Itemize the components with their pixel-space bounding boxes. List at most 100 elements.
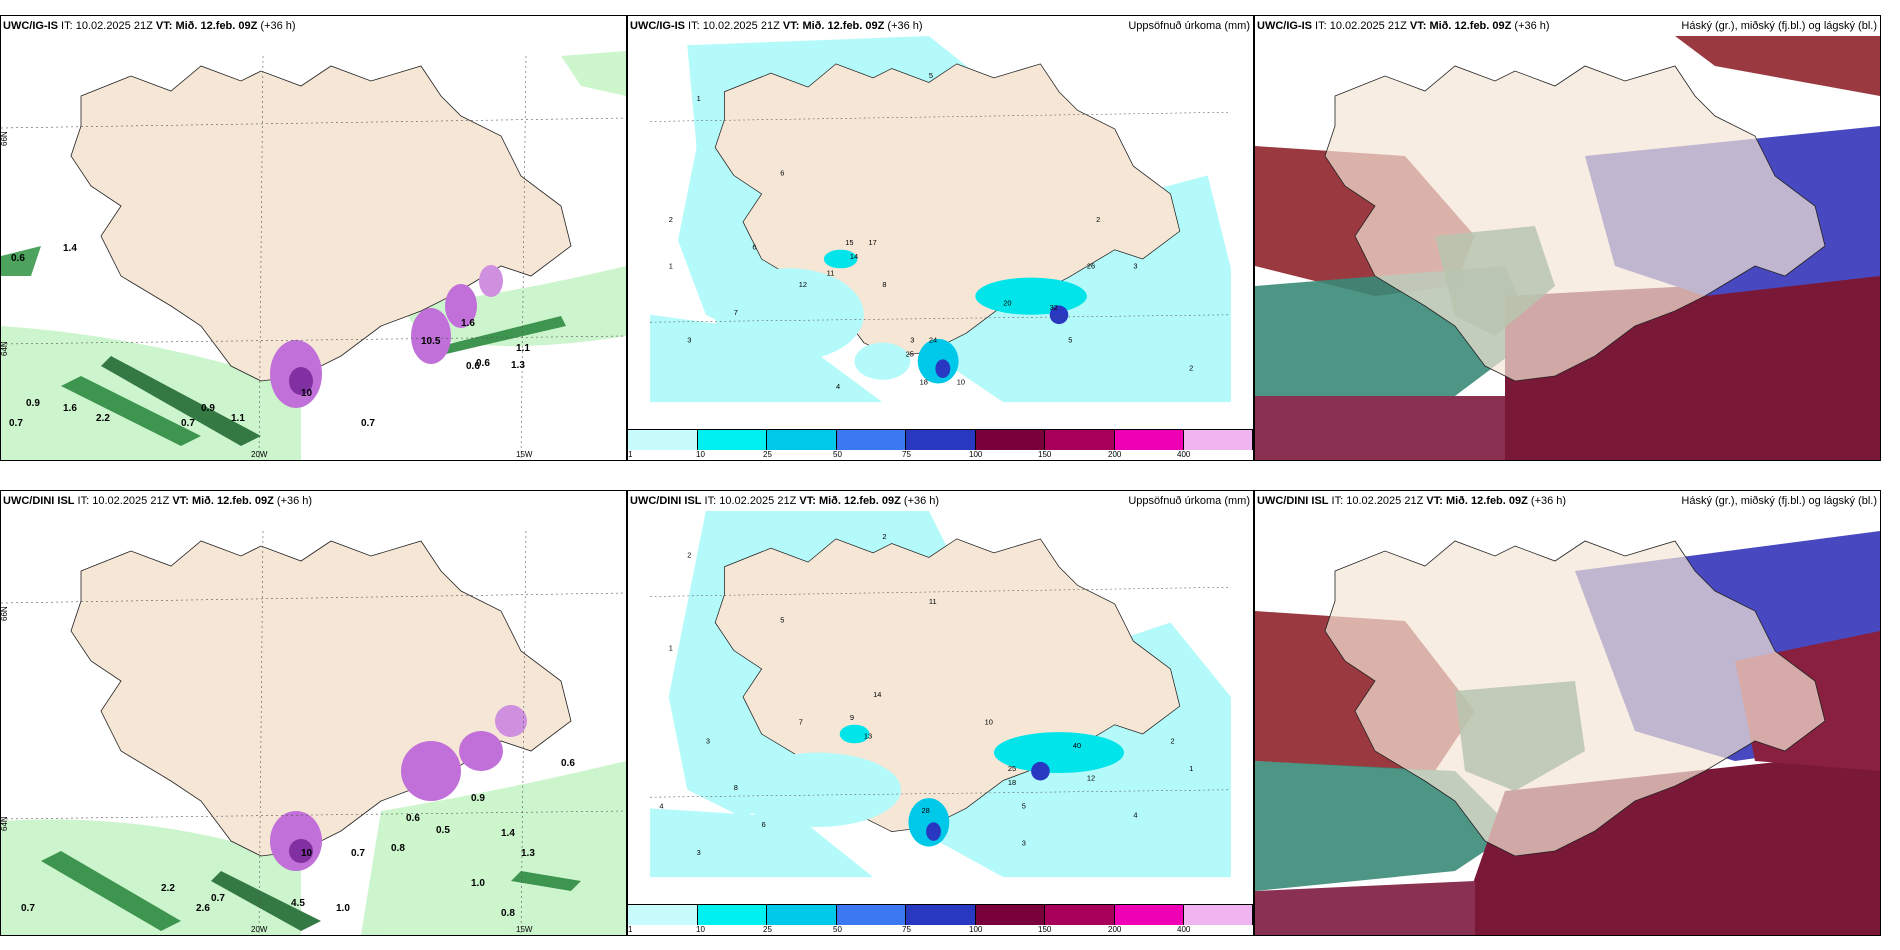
svg-text:0.7: 0.7 [21,903,35,914]
svg-text:18: 18 [1008,778,1016,787]
colorbar-swatch [906,430,976,450]
map-clouds-dini[interactable] [1255,511,1880,935]
colorbar-swatch [698,430,767,450]
svg-text:1: 1 [1189,764,1193,773]
chart-labels: 2 4 3 1 5 7 11 13 9 28 40 25 18 6 8 2 3 … [659,532,1193,857]
svg-text:11: 11 [929,597,937,606]
map-precip-igis[interactable]: 1 3 5 2 4 6 2 3 1 7 5 11 12 15 17 14 24 … [628,36,1253,430]
colorbar-swatch [976,430,1045,450]
colorbar-swatch [837,905,906,925]
svg-text:10: 10 [985,718,993,727]
svg-text:4: 4 [659,801,663,810]
svg-text:66N: 66N [1,606,9,621]
iceland-landmass [70,540,572,857]
svg-text:25: 25 [1008,764,1016,773]
svg-text:0.9: 0.9 [201,403,215,414]
colorbar-tick: 75 [902,450,911,459]
svg-text:6: 6 [752,243,756,252]
svg-text:1.6: 1.6 [461,318,475,329]
svg-text:0.6: 0.6 [561,758,575,769]
panel-clouds-dini: UWC/DINI ISL IT: 10.02.2025 21Z VT: Mið.… [1254,490,1881,936]
svg-text:12: 12 [1087,773,1095,782]
svg-text:2.6: 2.6 [196,903,210,914]
chart-labels: 1 3 5 2 4 6 2 3 1 7 5 11 12 15 17 14 24 … [669,71,1194,391]
iceland-landmass [1324,65,1826,382]
svg-text:10.5: 10.5 [421,336,441,347]
gridlines [650,111,1231,323]
colorbar-tick: 25 [763,925,772,934]
chart-labels: 0.7 1.4 0.6 0.5 1.0 0.7 0.9 1.3 0.8 1.0 … [21,758,575,919]
svg-text:0.6: 0.6 [466,361,480,372]
svg-text:6: 6 [762,820,766,829]
colorbar-swatch [1184,430,1253,450]
panel-clouds-igis: UWC/IG-IS IT: 10.02.2025 21Z VT: Mið. 12… [1254,15,1881,461]
gridlines [1,55,626,460]
svg-text:1.4: 1.4 [501,828,515,839]
svg-text:14: 14 [850,252,858,261]
svg-text:18: 18 [920,377,928,386]
svg-text:3: 3 [1133,261,1137,270]
svg-text:2: 2 [1189,364,1193,373]
svg-text:0.7: 0.7 [9,418,23,429]
colorbar-tick: 10 [696,925,705,934]
svg-text:0.7: 0.7 [361,418,375,429]
map-clouds-igis[interactable] [1255,36,1880,460]
svg-text:1.0: 1.0 [471,878,485,889]
svg-text:0.7: 0.7 [351,848,365,859]
svg-text:26: 26 [1087,261,1095,270]
iceland-landmass [70,65,572,382]
panel-header: UWC/IG-IS IT: 10.02.2025 21Z VT: Mið. 12… [1255,16,1880,36]
map-precip-dini[interactable]: 2 4 3 1 5 7 11 13 9 28 40 25 18 6 8 2 3 … [628,511,1253,905]
colorbar-tick: 400 [1177,925,1191,934]
panel-header: UWC/IG-IS IT: 10.02.2025 21Z VT: Mið. 12… [628,16,1253,36]
svg-text:0.6: 0.6 [476,358,490,369]
chart-labels: 0.6 1.4 0.9 0.7 0.6 0.7 1.6 2.2 1.1 1.3 … [9,243,530,429]
colorbar-swatch [767,430,837,450]
colorbar-swatch [698,905,767,925]
svg-text:9: 9 [850,713,854,722]
gridlines [650,586,1231,798]
svg-text:40: 40 [1073,741,1081,750]
svg-text:66N: 66N [1,131,9,146]
svg-text:1.6: 1.6 [63,403,77,414]
panel-precip-igis: UWC/IG-IS IT: 10.02.2025 21Z VT: Mið. 12… [627,15,1254,461]
svg-text:64N: 64N [1,341,9,356]
panel-header: UWC/DINI ISL IT: 10.02.2025 21Z VT: Mið.… [1,491,626,511]
svg-text:17: 17 [868,238,876,247]
panel-wind-igis: UWC/IG-IS IT: 10.02.2025 21Z VT: Mið. 12… [0,15,627,461]
svg-text:1.3: 1.3 [521,848,535,859]
map-wind-igis[interactable]: 0.6 1.4 0.9 0.7 0.6 0.7 1.6 2.2 1.1 1.3 … [1,36,626,460]
precip-blobs [270,265,503,408]
svg-text:1.0: 1.0 [336,903,350,914]
svg-text:10: 10 [957,377,965,386]
svg-text:1: 1 [669,643,673,652]
svg-text:3: 3 [910,336,914,345]
svg-text:0.9: 0.9 [471,793,485,804]
svg-text:10: 10 [301,388,313,399]
svg-text:11: 11 [827,269,835,278]
wind-bands [1,761,626,935]
svg-text:12: 12 [799,280,807,289]
map-wind-dini[interactable]: 0.7 1.4 0.6 0.5 1.0 0.7 0.9 1.3 0.8 1.0 … [1,511,626,935]
svg-text:25: 25 [906,350,914,359]
svg-text:15W: 15W [516,450,533,459]
axis-labels: 66N 64N 20W 15W [1,131,533,459]
colorbar-tick: 200 [1108,925,1122,934]
svg-text:2: 2 [1096,215,1100,224]
colorbar-tick: 150 [1038,450,1052,459]
svg-text:20: 20 [1003,298,1011,307]
colorbar-tick: 200 [1108,450,1122,459]
colorbar-swatch [767,905,837,925]
svg-text:1.1: 1.1 [231,413,245,424]
colorbar-tick: 150 [1038,925,1052,934]
svg-text:2.2: 2.2 [161,883,175,894]
svg-text:1: 1 [697,94,701,103]
svg-text:0.6: 0.6 [406,813,420,824]
svg-text:2: 2 [687,550,691,559]
svg-text:0.8: 0.8 [391,843,405,854]
svg-text:5: 5 [1068,336,1072,345]
svg-text:8: 8 [882,280,886,289]
panel-header: UWC/IG-IS IT: 10.02.2025 21Z VT: Mið. 12… [1,16,626,36]
panel-precip-dini: UWC/DINI ISL IT: 10.02.2025 21Z VT: Mið.… [627,490,1254,936]
colorbar-tick: 100 [969,450,983,459]
